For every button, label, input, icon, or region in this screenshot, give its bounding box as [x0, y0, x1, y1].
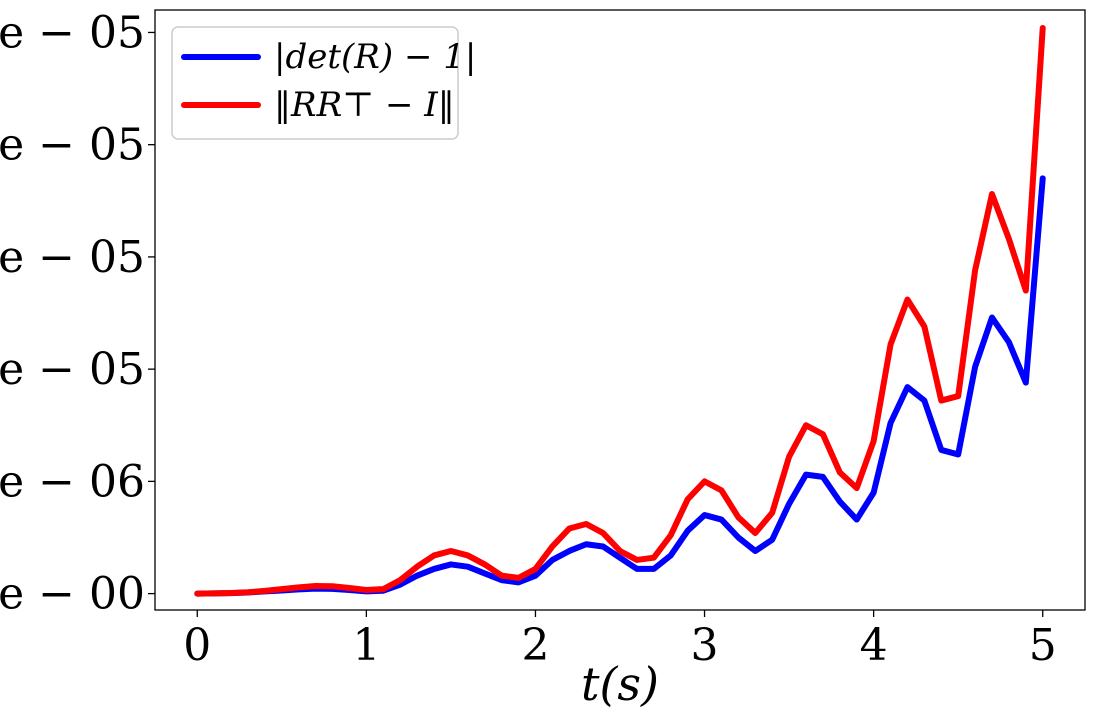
legend: |det(R) − 1| ‖RR⊤ − I‖	[171, 26, 476, 140]
y-tick-label: 5e − 06	[0, 456, 145, 507]
x-tick-label: 2	[521, 620, 549, 671]
y-tick-label: 2e − 05	[0, 7, 145, 58]
x-tick-label: 4	[860, 620, 888, 671]
x-tick-label: 3	[691, 620, 719, 671]
y-tick-label: 1e − 05	[0, 344, 145, 395]
x-tick-label: 1	[352, 620, 380, 671]
y-tick-label: 2e − 05	[0, 120, 145, 171]
y-tick-label: 1e − 05	[0, 232, 145, 283]
x-tick-label: 5	[1029, 620, 1057, 671]
series-line-1	[194, 24, 1046, 597]
x-tick-label: 0	[183, 620, 211, 671]
y-tick-label: 0e − 00	[0, 569, 145, 620]
legend-label-orth: ‖RR⊤ − I‖	[274, 85, 455, 125]
legend-label-det: |det(R) − 1|	[274, 37, 476, 77]
x-axis-label: t(s)	[581, 657, 659, 711]
